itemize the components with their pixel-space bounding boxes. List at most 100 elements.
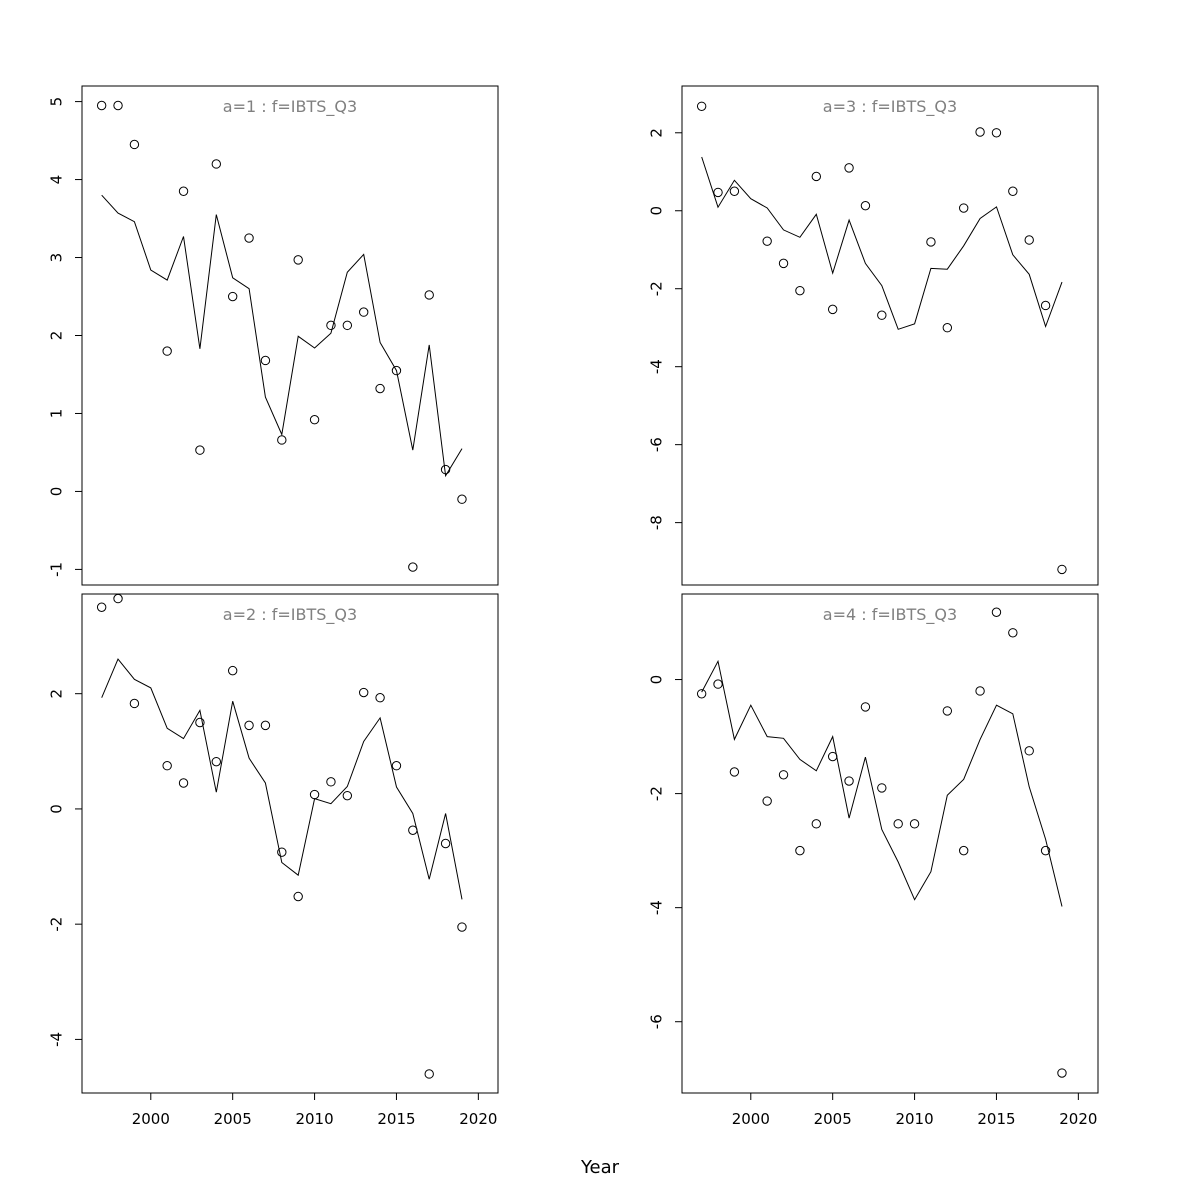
observation-point	[113, 593, 123, 604]
panel-title: a=2 : f=IBTS_Q3	[223, 605, 357, 625]
x-tick-label: 2010	[895, 1110, 933, 1128]
panel-4: a=4 : f=IBTS_Q3 -6 -4 -2 0 2000 2005 2010 2015 20…	[648, 593, 1099, 1128]
y-tick-label: 5	[48, 97, 66, 107]
panel-title: a=1 : f=IBTS_Q3	[223, 97, 357, 117]
observation-point	[211, 756, 221, 767]
observation-point	[811, 819, 821, 829]
observation-point	[129, 698, 140, 709]
y-tick-label: 2	[648, 128, 666, 138]
y-tick-label: -2	[48, 917, 66, 932]
observation-point	[909, 819, 920, 829]
observation-point	[211, 159, 221, 169]
panels-layer: a=1 : f=IBTS_Q3 -1 0 1 2 3 4 5 a=3 : f=IBTS_Q3 -8…	[48, 85, 1099, 1128]
fitted-line	[101, 658, 463, 900]
y-tick-label: -4	[648, 359, 666, 374]
observation-point	[778, 770, 789, 780]
observation-point	[795, 845, 805, 856]
observation-point	[129, 139, 140, 150]
observation-point	[860, 702, 871, 712]
observation-point	[309, 789, 320, 800]
observation-point	[713, 187, 723, 198]
observation-point	[696, 689, 707, 699]
x-tick-label: 2020	[459, 1110, 497, 1128]
observation-point	[762, 236, 772, 246]
observation-point	[375, 693, 385, 703]
observation-point	[1008, 628, 1018, 638]
observation-point	[326, 320, 336, 331]
observation-point	[96, 100, 107, 111]
fitted-line	[101, 194, 463, 478]
y-tick-label: 0	[648, 675, 666, 685]
observation-point	[178, 186, 189, 196]
panel-1: a=1 : f=IBTS_Q3 -1 0 1 2 3 4 5	[48, 85, 499, 586]
observation-point	[1057, 1068, 1067, 1078]
observation-point	[113, 100, 123, 111]
observation-point	[877, 310, 887, 320]
observation-point	[227, 665, 238, 676]
observation-point	[991, 607, 1002, 617]
y-tick-label: 3	[48, 253, 66, 263]
observation-point	[342, 320, 353, 331]
observation-point	[359, 307, 369, 317]
observation-point	[860, 200, 871, 211]
y-tick-label: 4	[48, 175, 66, 185]
panel-title: a=4 : f=IBTS_Q3	[823, 605, 957, 625]
observation-point	[1040, 300, 1051, 311]
observation-point	[424, 290, 434, 300]
observation-point	[795, 285, 805, 296]
y-tick-label: -6	[648, 1014, 666, 1029]
observation-point	[457, 922, 467, 932]
plot-frame	[681, 85, 1099, 586]
observation-point	[440, 838, 451, 849]
x-tick-label: 2005	[214, 1110, 252, 1128]
observation-point	[96, 602, 107, 612]
plot-frame	[81, 85, 499, 586]
observation-point	[195, 717, 205, 728]
observation-point	[244, 233, 254, 243]
observation-point	[942, 323, 953, 333]
observation-point	[975, 686, 985, 696]
observation-point	[391, 365, 402, 376]
x-tick-label: 2000	[732, 1110, 770, 1128]
observation-point	[1008, 186, 1018, 196]
observation-point	[244, 720, 254, 731]
observation-point	[811, 171, 821, 182]
observation-point	[227, 291, 238, 302]
observation-point	[375, 383, 385, 394]
observation-point	[942, 706, 953, 716]
plot-frame	[681, 593, 1099, 1094]
x-axis-label: Year	[580, 1157, 620, 1178]
observation-point	[162, 761, 172, 771]
observation-point	[926, 237, 936, 247]
y-tick-label: 2	[48, 331, 66, 341]
observation-point	[729, 186, 740, 196]
observation-point	[844, 163, 854, 173]
y-tick-label: -8	[648, 515, 666, 530]
y-tick-label: 0	[648, 206, 666, 216]
observation-point	[391, 761, 402, 771]
observation-point	[424, 1069, 434, 1079]
observation-point	[342, 790, 353, 801]
observation-point	[408, 562, 418, 572]
observation-point	[277, 847, 287, 857]
observation-point	[696, 101, 707, 111]
fitted-line	[701, 659, 1063, 907]
observation-point	[827, 304, 838, 315]
observation-point	[1057, 564, 1067, 575]
panel-3: a=2 : f=IBTS_Q3 -4 -2 0 2 2000 2005 2010 2015 202…	[48, 593, 499, 1128]
y-tick-label: -2	[648, 281, 666, 296]
observation-point	[762, 796, 772, 806]
x-tick-label: 2005	[814, 1110, 852, 1128]
observation-point	[959, 203, 969, 213]
observation-point	[713, 679, 723, 689]
panel-2: a=3 : f=IBTS_Q3 -8 -6 -4 -2 0 2	[648, 85, 1099, 586]
observation-point	[359, 687, 369, 698]
x-tick-label: 2000	[132, 1110, 170, 1128]
observation-point	[178, 778, 189, 788]
fitted-line	[701, 156, 1063, 330]
y-tick-label: 1	[48, 409, 66, 419]
y-tick-label: -1	[48, 562, 66, 577]
y-tick-label: -2	[648, 786, 666, 801]
observation-point	[877, 783, 887, 793]
observation-point	[893, 819, 903, 829]
